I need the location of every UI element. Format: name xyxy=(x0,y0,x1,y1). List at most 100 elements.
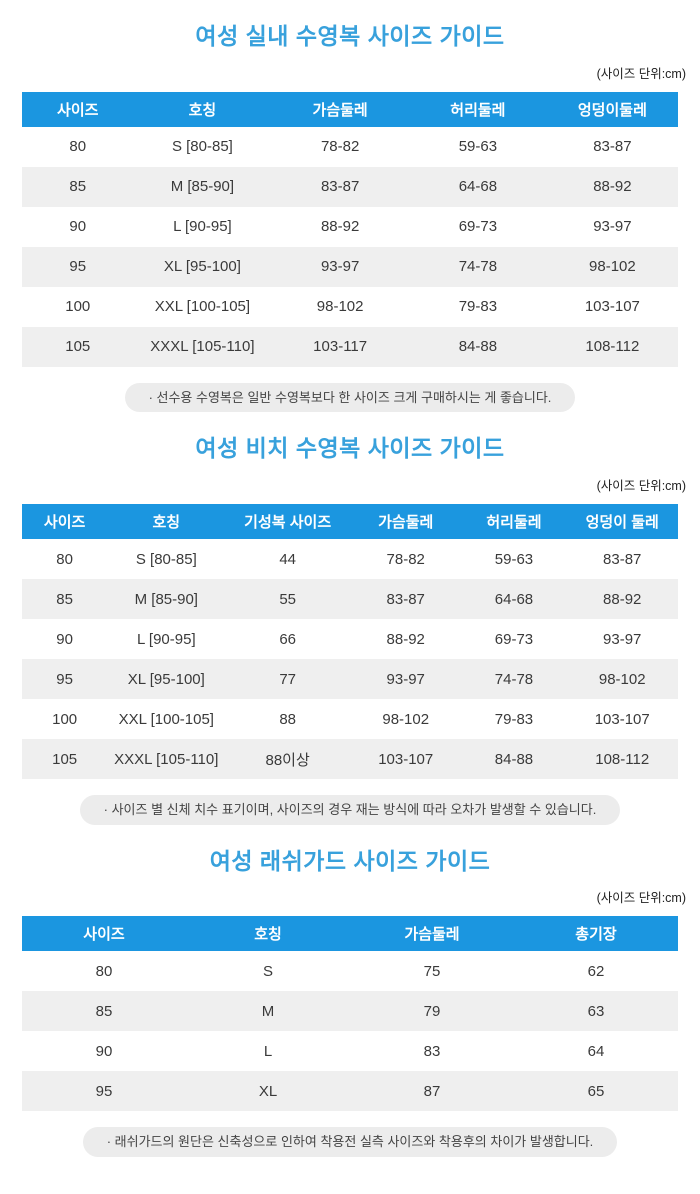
table-cell: 79-83 xyxy=(494,710,534,728)
unit-label: (사이즈 단위:cm) xyxy=(596,66,686,81)
table-cell: XXXL [105-110] xyxy=(114,750,219,768)
table-cell: 59-63 xyxy=(458,138,498,156)
section-title: 여성 래쉬가드 사이즈 가이드 xyxy=(209,847,491,874)
beach-swimsuit-size-table: 사이즈 호칭 기성복 사이즈 가슴둘레 허리둘레 엉덩이 둘레 80 S [80-85] 44 7… xyxy=(22,504,678,780)
table-cell: 69-73 xyxy=(458,218,498,236)
column-header: 사이즈 xyxy=(22,91,134,127)
table-cell: 95 xyxy=(95,1082,113,1100)
table-cell: 44 xyxy=(279,550,296,568)
table-cell: XXL [100-105] xyxy=(118,710,214,728)
table-cell: 83-87 xyxy=(603,550,642,568)
table-header-row: 사이즈 호칭 기성복 사이즈 가슴둘레 허리둘레 엉덩이 둘레 xyxy=(22,504,678,540)
table-cell: 93-97 xyxy=(320,258,360,276)
table-cell: XXL [100-105] xyxy=(154,298,251,316)
table-row: 80 S [80-85] 78-82 59-63 83-87 xyxy=(22,127,678,167)
table-header-row: 사이즈 호칭 가슴둘레 총기장 xyxy=(22,916,678,952)
table-cell: 88-92 xyxy=(603,590,642,608)
table-cell: 93-97 xyxy=(386,670,425,688)
table-cell: 88-92 xyxy=(320,218,360,236)
table-header-row: 사이즈 호칭 가슴둘레 허리둘레 엉덩이둘레 xyxy=(22,91,678,127)
table-cell: S xyxy=(262,962,273,980)
table-cell: 83-87 xyxy=(593,138,632,156)
table-row: 105 XXXL [105-110] 88이상 103-107 84-88 108-112 xyxy=(22,739,678,780)
table-row: 90 L [90-95] 88-92 69-73 93-97 xyxy=(22,207,678,247)
table-cell: XL xyxy=(258,1082,278,1100)
column-header: 기성복 사이즈 xyxy=(225,504,350,540)
table-cell: 55 xyxy=(279,590,296,608)
table-cell: 90 xyxy=(56,630,73,648)
table-cell: 100 xyxy=(52,710,78,728)
column-header: 엉덩이 둘레 xyxy=(566,504,678,540)
table-row: 85 M [85-90] 55 83-87 64-68 88-92 xyxy=(22,579,678,620)
table-cell: 88-92 xyxy=(386,630,425,648)
table-cell: 103-117 xyxy=(313,338,368,356)
table-row: 95 XL [95-100] 77 93-97 74-78 98-102 xyxy=(22,659,678,700)
table-row: 90 L 83 64 xyxy=(22,1031,678,1071)
table-cell: 103-107 xyxy=(594,710,650,728)
section-title: 여성 비치 수영복 사이즈 가이드 xyxy=(195,435,505,462)
table-cell: 90 xyxy=(69,218,87,236)
table-cell: M xyxy=(261,1002,275,1020)
table-cell: S [80-85] xyxy=(171,138,233,156)
table-cell: 98-102 xyxy=(382,710,430,728)
table-cell: S [80-85] xyxy=(135,550,197,568)
note-pill: · 사이즈 별 신체 치수 표기이며, 사이즈의 경우 재는 방식에 따라 오차… xyxy=(79,795,621,825)
column-header: 총기장 xyxy=(514,916,678,952)
table-cell: 64-68 xyxy=(458,178,498,196)
table-cell: 105 xyxy=(65,338,91,356)
column-header: 가슴둘레 xyxy=(350,916,514,952)
table-row: 95 XL [95-100] 93-97 74-78 98-102 xyxy=(22,246,678,287)
column-header: 사이즈 xyxy=(22,504,108,540)
table-cell: 65 xyxy=(587,1082,605,1100)
table-cell: 84-88 xyxy=(494,750,534,768)
table-cell: 103-107 xyxy=(584,298,640,316)
rashguard-size-table: 사이즈 호칭 가슴둘레 총기장 80 S 75 62 85 M 79 63 90 L 83 64 95 XL 87 6… xyxy=(22,916,678,1112)
column-header: 가슴둘레 xyxy=(349,504,462,540)
table-row: 80 S [80-85] 44 78-82 59-63 83-87 xyxy=(22,539,678,579)
column-header: 엉덩이둘레 xyxy=(546,91,678,127)
table-cell: 88 xyxy=(279,710,296,728)
table-cell: 90 xyxy=(95,1042,113,1060)
table-cell: 87 xyxy=(423,1082,441,1100)
column-header: 허리둘레 xyxy=(409,91,547,127)
table-cell: 98-102 xyxy=(598,670,646,688)
table-cell: 69-73 xyxy=(494,630,534,648)
table-cell: L [90-95] xyxy=(136,630,196,648)
table-cell: 74-78 xyxy=(494,670,534,688)
section-indoor-swimsuit: 여성 실내 수영복 사이즈 가이드 (사이즈 단위:cm) 사이즈 호칭 가슴둘레 허… xyxy=(0,22,700,413)
table-row: 100 XXL [100-105] 98-102 79-83 103-107 xyxy=(22,287,678,327)
table-row: 100 XXL [100-105] 88 98-102 79-83 103-107 xyxy=(22,699,678,739)
table-cell: 80 xyxy=(56,550,73,568)
column-header: 호칭 xyxy=(107,504,226,540)
table-cell: 98-102 xyxy=(316,298,364,316)
column-header: 호칭 xyxy=(186,916,350,952)
table-row: 95 XL 87 65 xyxy=(22,1071,678,1112)
table-cell: 62 xyxy=(587,962,605,980)
table-cell: 108-112 xyxy=(595,750,650,768)
table-cell: M [85-90] xyxy=(170,178,235,196)
table-cell: 64-68 xyxy=(494,590,534,608)
table-cell: 95 xyxy=(56,670,73,688)
section-beach-swimsuit: 여성 비치 수영복 사이즈 가이드 (사이즈 단위:cm) 사이즈 호칭 기성복 사… xyxy=(0,434,700,825)
section-title: 여성 실내 수영복 사이즈 가이드 xyxy=(195,23,505,49)
table-cell: 88-92 xyxy=(593,178,632,196)
table-row: 105 XXXL [105-110] 103-117 84-88 108-112 xyxy=(22,326,678,367)
column-header: 호칭 xyxy=(133,91,272,127)
table-cell: 85 xyxy=(56,590,73,608)
table-cell: 80 xyxy=(69,138,87,156)
note-pill: · 선수용 수영복은 일반 수영복보다 한 사이즈 크게 구매하시는 게 좋습니… xyxy=(124,382,576,413)
table-cell: 79 xyxy=(423,1002,441,1020)
table-cell: 88이상 xyxy=(265,751,310,769)
table-cell: 64 xyxy=(587,1042,605,1060)
table-cell: 79-83 xyxy=(458,298,498,316)
section-rashguard: 여성 래쉬가드 사이즈 가이드 (사이즈 단위:cm) 사이즈 호칭 가슴둘레 총기장… xyxy=(0,847,700,1158)
table-cell: XXXL [105-110] xyxy=(150,338,255,356)
table-cell: XL [95-100] xyxy=(163,258,241,276)
table-cell: 85 xyxy=(95,1002,113,1020)
column-header: 허리둘레 xyxy=(461,504,567,540)
table-cell: 83-87 xyxy=(386,590,425,608)
table-cell: 100 xyxy=(65,298,91,316)
column-header: 사이즈 xyxy=(22,916,186,952)
table-row: 80 S 75 62 xyxy=(22,951,678,991)
